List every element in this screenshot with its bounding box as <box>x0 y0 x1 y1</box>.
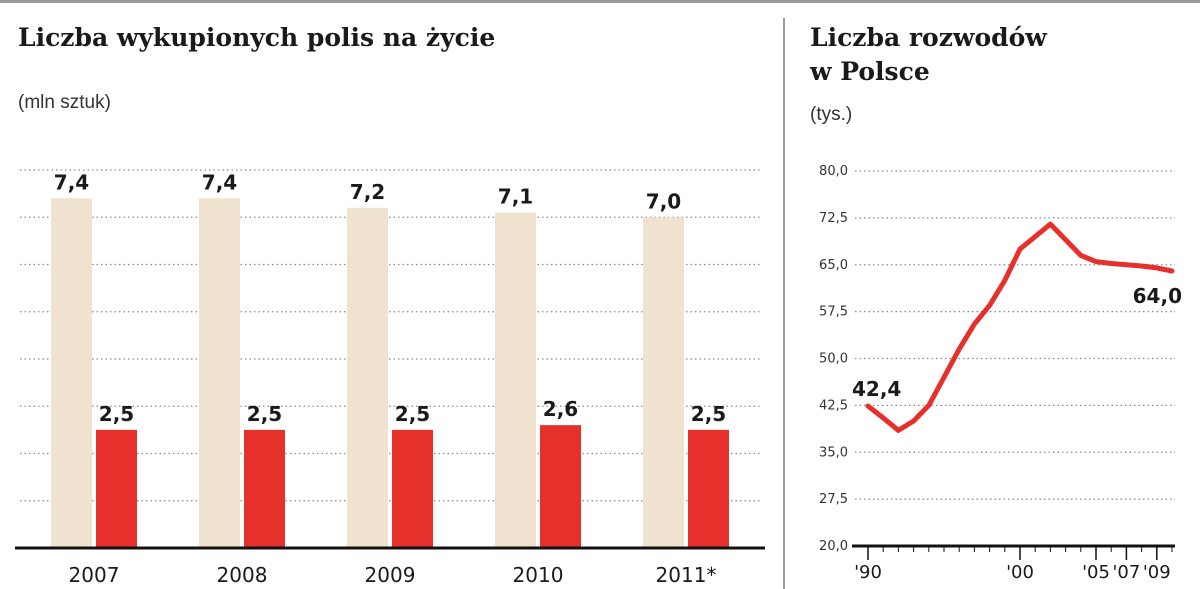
line-chart-title-line-1: Liczba rozwodów <box>810 23 1047 52</box>
bar <box>96 429 137 548</box>
x-tick-label: '05 <box>1082 562 1110 583</box>
bar <box>495 212 536 548</box>
bar <box>244 429 285 548</box>
bar-value-label: 7,2 <box>350 180 385 204</box>
bar-chart-unit: (mln sztuk) <box>18 92 111 113</box>
panel-divider <box>783 18 785 589</box>
category-label: 2010 <box>513 563 564 587</box>
line-chart-unit: (tys.) <box>810 104 853 125</box>
bar-value-label: 7,0 <box>646 189 681 213</box>
bar <box>643 217 684 548</box>
x-tick-label: '09 <box>1143 562 1171 583</box>
bar-chart: 7,4 2,5 2007 7,4 2,5 2008 7,2 2,5 2009 7,1 2,6 2010… <box>15 169 765 587</box>
category-label: 2009 <box>365 563 416 587</box>
bar <box>392 429 433 548</box>
series-line <box>865 221 1175 433</box>
x-tick-label: '00 <box>1006 562 1034 583</box>
bar-value-label: 2,6 <box>543 397 578 421</box>
bar-value-label: 2,5 <box>691 402 726 426</box>
y-tick-label: 57,5 <box>819 305 848 320</box>
bar <box>540 425 581 548</box>
category-label: 2011* <box>656 563 717 587</box>
bar-value-label: 7,4 <box>54 170 89 194</box>
bar-value-label: 2,5 <box>99 402 134 426</box>
top-rule <box>0 0 1200 3</box>
y-tick-label: 72,5 <box>819 211 848 226</box>
y-tick-label: 20,0 <box>819 539 848 554</box>
bar <box>51 198 92 548</box>
bar-value-label: 2,5 <box>247 402 282 426</box>
bar-value-label: 7,4 <box>202 170 237 194</box>
y-tick-label: 80,0 <box>819 164 848 179</box>
y-tick-label: 42,5 <box>819 398 848 413</box>
bar-value-label: 2,5 <box>395 402 430 426</box>
x-tick-label: '07 <box>1112 562 1140 583</box>
y-tick-label: 50,0 <box>819 352 848 367</box>
bar-value-label: 7,1 <box>498 185 533 209</box>
x-tick-label: '90 <box>854 562 882 583</box>
data-annotation: 42,4 <box>852 377 901 401</box>
bar-chart-title: Liczba wykupionych polis na życie <box>18 23 496 52</box>
data-annotation: 64,0 <box>1133 284 1182 308</box>
bar <box>199 198 240 548</box>
y-tick-label: 65,0 <box>819 258 848 273</box>
y-tick-label: 27,5 <box>819 492 848 507</box>
line-chart-title-line-2: w Polsce <box>810 57 930 86</box>
category-label: 2007 <box>69 563 120 587</box>
bar <box>347 207 388 549</box>
category-label: 2008 <box>217 563 268 587</box>
y-tick-label: 35,0 <box>819 445 848 460</box>
bar <box>688 429 729 548</box>
